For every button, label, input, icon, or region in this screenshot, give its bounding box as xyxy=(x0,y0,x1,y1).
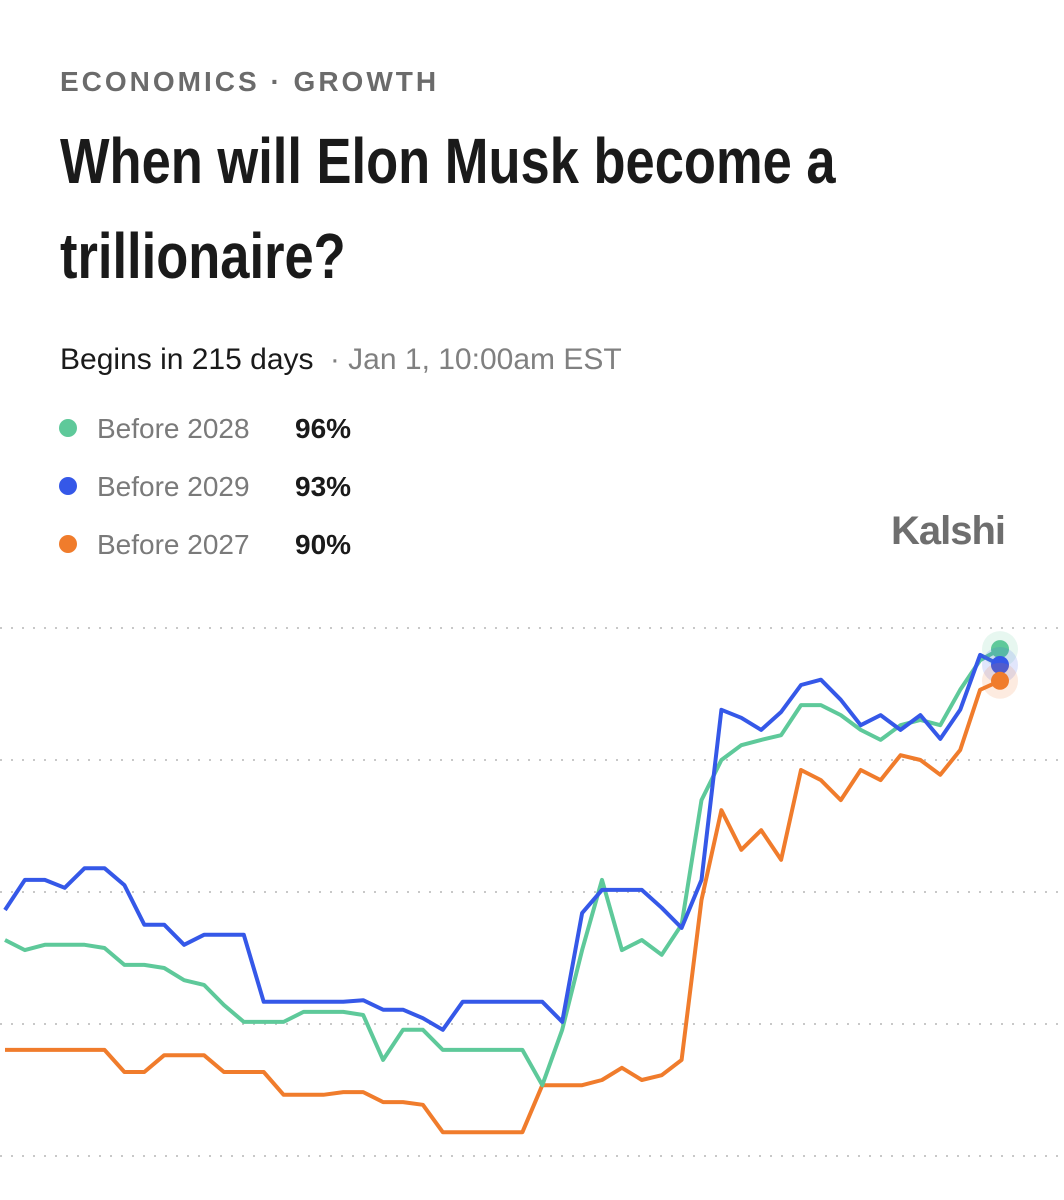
legend-name: Before 2027 xyxy=(97,529,250,560)
series-line xyxy=(3,652,1001,1032)
title-line: When will Elon Musk become a xyxy=(60,126,850,197)
chart-title: When will Elon Musk become a trillionair… xyxy=(60,126,850,292)
end-dot xyxy=(991,640,1009,659)
begins: Begins in 215 days xyxy=(60,343,314,376)
title-line: trillionaire? xyxy=(60,221,346,292)
legend-name: Before 2028 xyxy=(97,413,250,444)
schedule: Begins in 215 days · Jan 1, 10:00am EST xyxy=(60,343,622,376)
series-line xyxy=(4,647,1001,1088)
start-date: · Jan 1, 10:00am EST xyxy=(330,343,622,376)
legend-swatch xyxy=(59,419,77,437)
legend-value: 96% xyxy=(295,413,351,444)
legend-value: 90% xyxy=(295,529,351,560)
brand: Kalshi xyxy=(891,509,1005,553)
legend-swatch xyxy=(59,477,77,495)
legend-name: Before 2029 xyxy=(97,471,250,502)
end-dot xyxy=(991,671,1009,690)
legend-swatch xyxy=(59,535,77,553)
category: ECONOMICS · GROWTH xyxy=(60,66,439,97)
legend-value: 93% xyxy=(295,471,351,502)
series-line xyxy=(5,678,1001,1135)
end-dot xyxy=(991,655,1009,674)
